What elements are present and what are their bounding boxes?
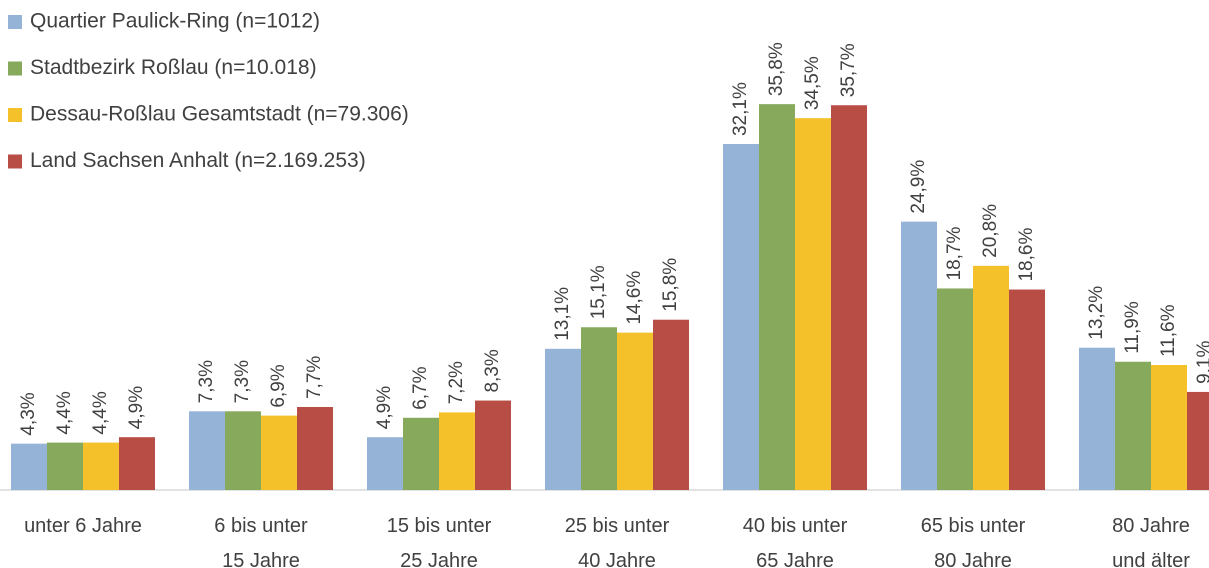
value-label: 18,6%	[1016, 228, 1037, 282]
legend-label: Land Sachsen Anhalt (n=2.169.253)	[30, 149, 366, 172]
x-tick-label: 80 Jahre und älter	[1112, 515, 1190, 568]
bar	[83, 442, 119, 490]
value-label: 35,7%	[838, 43, 859, 97]
value-label: 35,8%	[766, 42, 787, 96]
legend-swatch	[8, 61, 22, 76]
bar	[367, 437, 403, 490]
bar	[653, 319, 689, 490]
bar	[1187, 391, 1209, 490]
value-label: 9,1%	[1194, 341, 1209, 384]
bar	[1115, 361, 1151, 490]
bar	[261, 415, 297, 490]
bar	[47, 442, 83, 490]
bar	[297, 407, 333, 490]
value-label: 6,9%	[268, 364, 289, 407]
value-label: 4,4%	[90, 391, 111, 434]
value-label: 4,3%	[18, 392, 39, 435]
value-label: 7,3%	[196, 360, 217, 403]
bar	[119, 437, 155, 490]
bar	[617, 332, 653, 490]
bar	[831, 105, 867, 490]
value-label: 6,7%	[410, 366, 431, 409]
value-label: 14,6%	[624, 271, 645, 325]
legend-label: Stadtbezirk Roßlau (n=10.018)	[30, 56, 317, 79]
value-label: 11,6%	[1158, 304, 1179, 357]
x-tick-label: 65 bis unter 80 Jahre	[921, 515, 1026, 568]
bar	[795, 118, 831, 491]
value-label: 8,3%	[482, 349, 503, 392]
legend-label: Quartier Paulick-Ring (n=1012)	[30, 10, 320, 33]
bar	[439, 412, 475, 490]
x-tick-label: 25 bis unter 40 Jahre	[565, 515, 670, 568]
value-label: 11,9%	[1122, 301, 1143, 354]
bar	[11, 443, 47, 490]
value-label: 4,9%	[126, 386, 147, 429]
bar	[1151, 364, 1187, 490]
bar	[545, 348, 581, 490]
bar	[901, 221, 937, 490]
bar	[1079, 347, 1115, 490]
value-label: 32,1%	[730, 82, 751, 136]
value-label: 7,3%	[232, 360, 253, 403]
value-label: 15,1%	[588, 265, 609, 319]
legend-swatch	[8, 154, 22, 169]
bar	[723, 144, 759, 491]
bar	[581, 327, 617, 490]
bar	[937, 288, 973, 490]
value-label: 7,7%	[304, 356, 325, 399]
bar	[225, 411, 261, 490]
value-label: 7,2%	[446, 361, 467, 404]
x-tick-label: unter 6 Jahre	[24, 515, 142, 537]
x-tick-label: 40 bis unter 65 Jahre	[743, 515, 848, 568]
x-tick-label: 15 bis unter 25 Jahre	[387, 515, 492, 568]
value-label: 20,8%	[980, 204, 1001, 258]
value-label: 13,1%	[552, 287, 573, 341]
bar	[189, 411, 225, 490]
bar	[1009, 289, 1045, 490]
x-tick-label: 6 bis unter 15 Jahre	[214, 515, 308, 568]
bar	[403, 417, 439, 490]
bar	[475, 400, 511, 490]
value-label: 15,8%	[660, 258, 681, 312]
value-label: 4,4%	[54, 391, 75, 434]
value-label: 13,2%	[1086, 286, 1107, 340]
value-label: 34,5%	[802, 56, 823, 110]
value-label: 18,7%	[944, 226, 965, 280]
bar	[759, 104, 795, 491]
legend-label: Dessau-Roßlau Gesamtstadt (n=79.306)	[30, 103, 409, 126]
legend-swatch	[8, 15, 22, 29]
value-label: 24,9%	[908, 160, 929, 214]
bar	[973, 265, 1009, 490]
value-label: 4,9%	[374, 386, 395, 429]
legend-swatch	[8, 108, 22, 122]
